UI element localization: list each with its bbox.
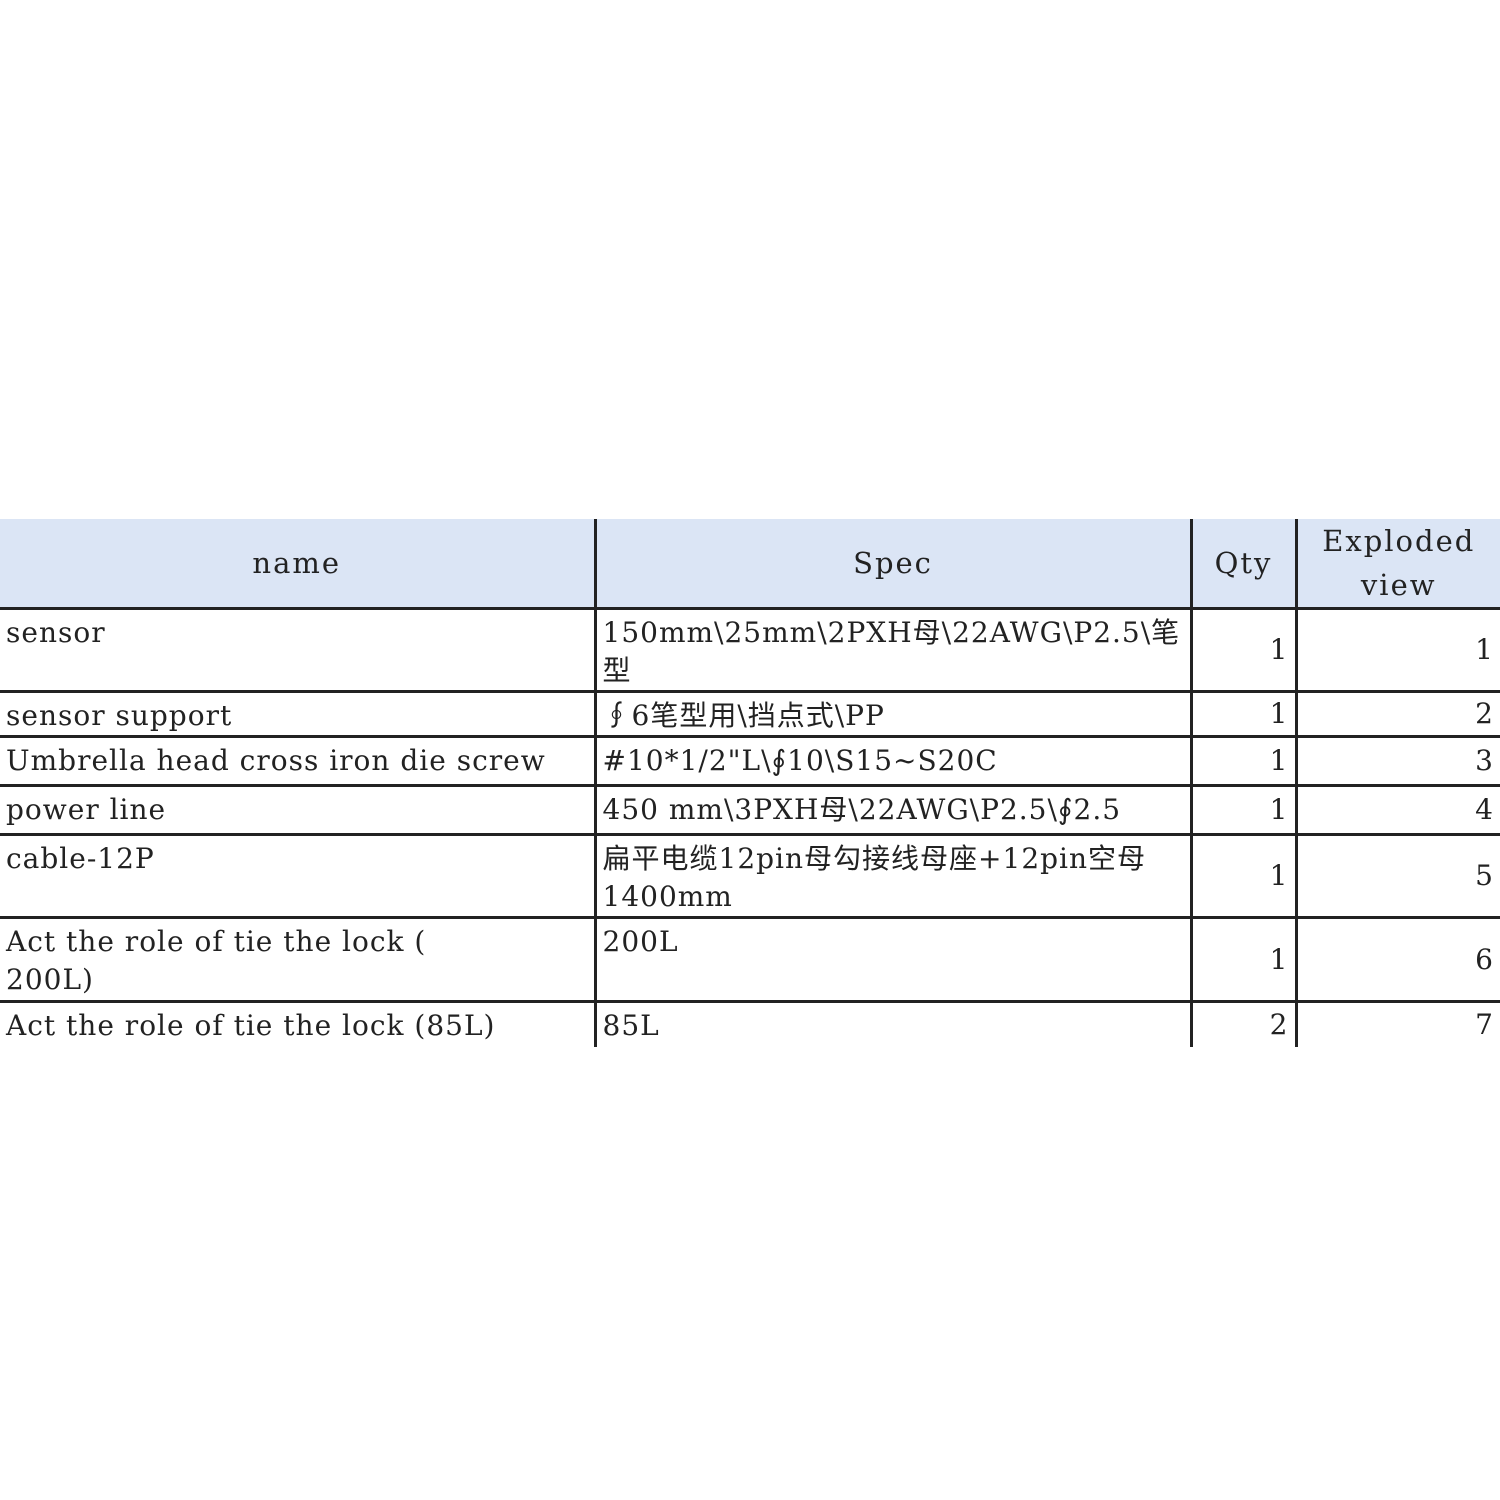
cell-name: power line xyxy=(0,785,597,836)
table-row: Umbrella head cross iron die screw #10*1/… xyxy=(0,736,1500,787)
table-row: sensor support ∮6笔型用\挡点式\PP 1 2 xyxy=(0,691,1500,738)
cell-exploded-view: 3 xyxy=(1296,736,1500,787)
cell-exploded-view: 4 xyxy=(1296,785,1500,836)
cell-exploded-view: 7 xyxy=(1475,1008,1494,1041)
cell-exploded-view: 6 xyxy=(1296,917,1500,1003)
cell-qty: 1 xyxy=(1191,834,1298,919)
cell-name: Act the role of tie the lock ( 200L) xyxy=(0,917,597,1003)
cell-spec: 扁平电缆12pin母勾接线母座+12pin空母 1400mm xyxy=(595,834,1193,919)
table-row: Act the role of tie the lock (85L) 85L 2 7 xyxy=(0,1001,1500,1047)
cell-spec: #10*1/2"L\∮10\S15~S20C xyxy=(595,736,1193,787)
table-row: cable-12P 扁平电缆12pin母勾接线母座+12pin空母 1400mm 1… xyxy=(0,834,1500,919)
cell-spec: 150mm\25mm\2PXH母\22AWG\P2.5\笔型 xyxy=(595,608,1193,693)
table-row: power line 450 mm\3PXH母\22AWG\P2.5\∮2.5 1 4 xyxy=(0,785,1500,836)
cell-exploded-view: 5 xyxy=(1296,834,1500,919)
header-spec: Spec xyxy=(595,519,1193,610)
header-exploded-view: Exploded view xyxy=(1296,519,1500,610)
table-row: sensor 150mm\25mm\2PXH母\22AWG\P2.5\笔型 1 1 xyxy=(0,608,1500,693)
cell-qty: 2 xyxy=(1191,1001,1298,1047)
cell-spec: 450 mm\3PXH母\22AWG\P2.5\∮2.5 xyxy=(595,785,1193,836)
cell-name: Act the role of tie the lock (85L) xyxy=(0,1001,597,1047)
cell-spec: 200L xyxy=(595,917,1193,1003)
cell-exploded-view: 1 xyxy=(1296,608,1500,693)
cell-name: cable-12P xyxy=(0,834,597,919)
parts-table: name Spec Qty Exploded view sensor 150mm\… xyxy=(0,519,1500,1047)
cell-name: sensor support xyxy=(0,691,597,738)
cell-qty: 1 xyxy=(1191,917,1298,1003)
cell-name: Umbrella head cross iron die screw xyxy=(0,736,597,787)
header-row: name Spec Qty Exploded view xyxy=(0,519,1500,610)
table-row: Act the role of tie the lock ( 200L) 200L… xyxy=(0,917,1500,1003)
cell-qty: 1 xyxy=(1191,736,1298,787)
cell-exploded-view: 2 xyxy=(1296,691,1500,738)
cell-qty: 1 xyxy=(1191,785,1298,836)
cell-qty: 1 xyxy=(1191,608,1298,693)
cell-spec: 85L xyxy=(595,1001,1193,1047)
cell-spec: ∮6笔型用\挡点式\PP xyxy=(595,691,1193,738)
cell-qty: 1 xyxy=(1191,691,1298,738)
header-name: name xyxy=(0,519,597,610)
cell-name: sensor xyxy=(0,608,597,693)
header-qty: Qty xyxy=(1191,519,1298,610)
